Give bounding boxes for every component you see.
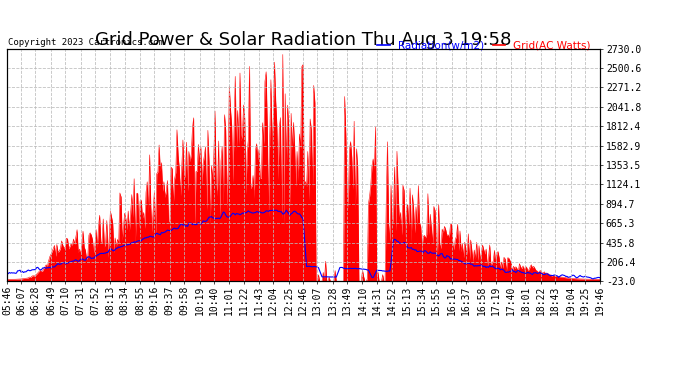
Title: Grid Power & Solar Radiation Thu Aug 3 19:58: Grid Power & Solar Radiation Thu Aug 3 1… <box>95 31 512 49</box>
Text: Copyright 2023 Cartronics.com: Copyright 2023 Cartronics.com <box>8 38 164 47</box>
Legend: Radiation(w/m2), Grid(AC Watts): Radiation(w/m2), Grid(AC Watts) <box>373 36 595 55</box>
